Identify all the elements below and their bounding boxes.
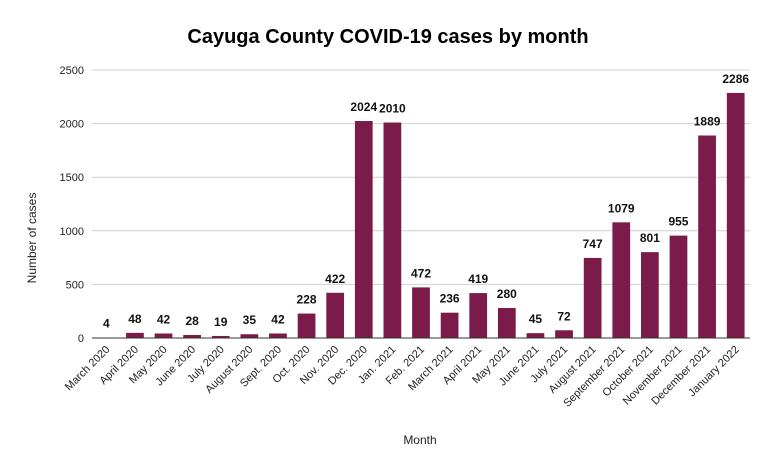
- data-label: 280: [497, 287, 517, 301]
- bar: [469, 293, 488, 338]
- bar: [240, 334, 259, 338]
- data-label: 419: [468, 272, 488, 286]
- data-label: 35: [243, 313, 257, 327]
- data-labels: 4 48 42 28 19 35 42 228 422 2024 2010 472 236 419 280 4…: [103, 72, 749, 331]
- data-label: 1079: [608, 201, 635, 215]
- bar: [583, 257, 602, 338]
- data-label: 1889: [694, 114, 721, 128]
- bar: [698, 135, 716, 338]
- bar: [440, 312, 459, 338]
- data-label: 2286: [722, 72, 749, 86]
- data-label: 2010: [379, 102, 406, 116]
- y-tick-label: 1000: [60, 226, 84, 238]
- y-axis-title: Number of cases: [25, 193, 39, 284]
- data-label: 955: [668, 215, 688, 229]
- bar: [726, 92, 745, 339]
- bar: [669, 235, 688, 338]
- x-tick-label: January 2022: [686, 344, 742, 400]
- bar: [269, 333, 287, 338]
- data-label: 228: [297, 293, 317, 307]
- data-label: 72: [557, 309, 571, 323]
- data-label: 2024: [350, 100, 377, 114]
- data-label: 19: [214, 315, 228, 329]
- bar: [126, 332, 144, 338]
- bar: [354, 121, 373, 339]
- bar: [297, 313, 316, 338]
- y-tick-label: 2500: [60, 65, 84, 77]
- y-axis-ticks: 0 500 1000 1500 2000 2500: [60, 65, 84, 345]
- bar: [412, 287, 430, 338]
- data-label: 42: [271, 312, 285, 326]
- bar: [497, 307, 516, 338]
- data-label: 472: [411, 266, 431, 280]
- bar: [326, 292, 345, 338]
- data-label: 42: [157, 312, 171, 326]
- data-label: 45: [529, 312, 543, 326]
- bar: [555, 330, 573, 338]
- chart-title: Cayuga County COVID-19 cases by month: [187, 26, 588, 48]
- bar: [612, 222, 631, 338]
- x-axis-title: Month: [403, 433, 436, 447]
- y-tick-label: 2000: [60, 119, 84, 131]
- bar: [641, 252, 659, 338]
- y-tick-label: 500: [66, 279, 84, 291]
- bar: [154, 333, 173, 338]
- bar: [526, 333, 545, 338]
- data-label: 422: [325, 272, 345, 286]
- bar: [211, 335, 230, 338]
- data-label: 747: [583, 237, 603, 251]
- data-label: 4: [103, 317, 110, 331]
- data-label: 48: [128, 312, 142, 326]
- data-label: 28: [185, 314, 199, 328]
- y-tick-label: 0: [78, 333, 84, 345]
- gridlines: [92, 69, 750, 285]
- y-tick-label: 1500: [60, 172, 84, 184]
- bars: [97, 92, 745, 339]
- bar: [383, 122, 402, 338]
- bar: [183, 334, 201, 338]
- data-label: 236: [440, 292, 460, 306]
- data-label: 801: [640, 231, 660, 245]
